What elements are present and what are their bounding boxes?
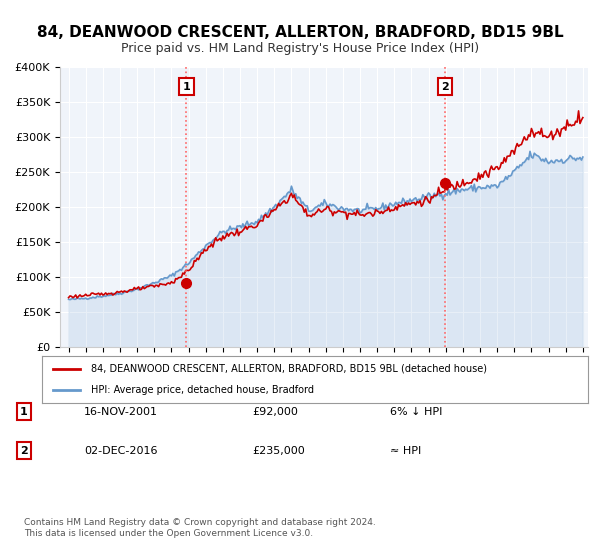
Text: 84, DEANWOOD CRESCENT, ALLERTON, BRADFORD, BD15 9BL (detached house): 84, DEANWOOD CRESCENT, ALLERTON, BRADFOR…	[91, 364, 487, 374]
Text: 16-NOV-2001: 16-NOV-2001	[84, 407, 158, 417]
Text: HPI: Average price, detached house, Bradford: HPI: Average price, detached house, Brad…	[91, 385, 314, 395]
Text: 02-DEC-2016: 02-DEC-2016	[84, 446, 157, 456]
Text: Contains HM Land Registry data © Crown copyright and database right 2024.
This d: Contains HM Land Registry data © Crown c…	[24, 518, 376, 538]
Text: 2: 2	[441, 82, 449, 92]
Text: 2: 2	[20, 446, 28, 456]
Text: Price paid vs. HM Land Registry's House Price Index (HPI): Price paid vs. HM Land Registry's House …	[121, 42, 479, 55]
Text: £235,000: £235,000	[252, 446, 305, 456]
Text: 1: 1	[182, 82, 190, 92]
Text: £92,000: £92,000	[252, 407, 298, 417]
Text: ≈ HPI: ≈ HPI	[390, 446, 421, 456]
Text: 84, DEANWOOD CRESCENT, ALLERTON, BRADFORD, BD15 9BL: 84, DEANWOOD CRESCENT, ALLERTON, BRADFOR…	[37, 25, 563, 40]
Text: 1: 1	[20, 407, 28, 417]
Text: 6% ↓ HPI: 6% ↓ HPI	[390, 407, 442, 417]
